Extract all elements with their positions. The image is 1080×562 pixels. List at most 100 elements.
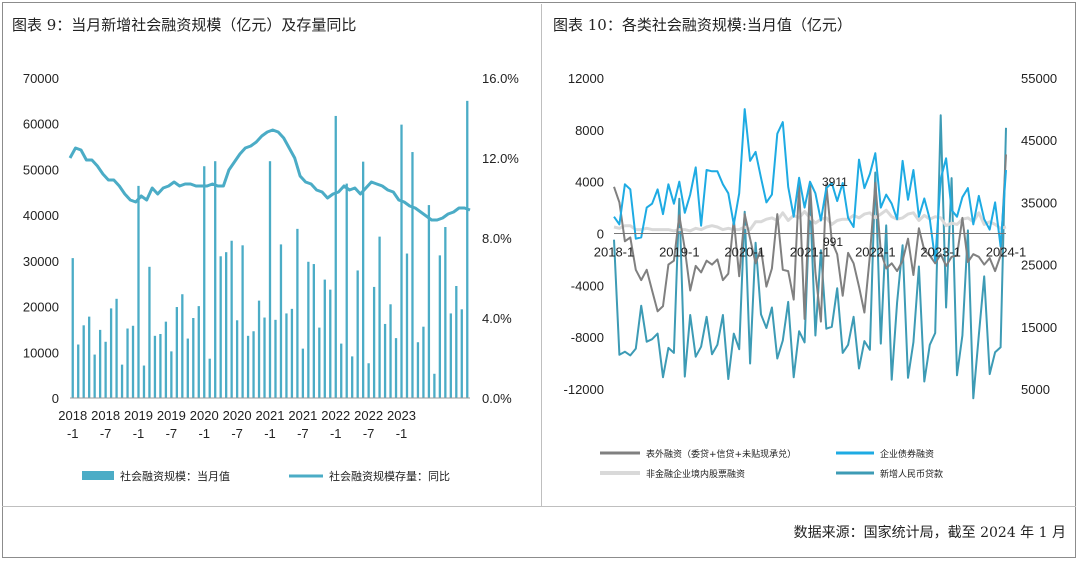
bar	[98, 329, 102, 398]
y-left-tick-label: 0	[597, 227, 604, 242]
legend-label-3: 新增人民币贷款	[880, 468, 943, 480]
y-left-tick-label: -4000	[571, 278, 604, 293]
bar	[126, 328, 129, 398]
x-tick-label: 2022	[354, 408, 383, 423]
bar	[131, 325, 135, 398]
source-note: 数据来源：国家统计局，截至 2024 年 1 月	[793, 525, 1066, 541]
y-right-tick-label: 45000	[1021, 133, 1057, 148]
bar	[411, 152, 414, 398]
bar	[175, 307, 178, 398]
bar	[449, 313, 452, 398]
y-right-tick-label: 0.0%	[482, 391, 512, 406]
bar	[109, 308, 113, 398]
x-tick-label: 2018	[58, 408, 87, 423]
y-left-tick-label: 40000	[23, 208, 59, 223]
x-tick-label: 2018-1	[594, 245, 634, 260]
y-right-tick-label: 15000	[1021, 320, 1057, 335]
bar	[372, 286, 376, 398]
annotation-value: 3911	[822, 175, 848, 189]
bar	[88, 316, 91, 398]
legend-label-2: 非金融企业境内股票融资	[646, 468, 745, 480]
bar	[268, 161, 272, 398]
bar	[296, 228, 299, 398]
bar	[460, 309, 463, 398]
bar	[422, 326, 425, 398]
x-tick-label: 2019	[157, 408, 186, 423]
annotation-value: 991	[823, 235, 843, 249]
bar	[197, 306, 200, 398]
legend-label-bar: 社会融资规模：当月值	[120, 469, 230, 483]
bar	[367, 363, 370, 398]
x-tick-label: 2020	[223, 408, 252, 423]
bar	[225, 252, 228, 398]
bar	[104, 341, 107, 398]
bar	[290, 308, 294, 398]
bar	[323, 279, 326, 398]
bar	[345, 183, 348, 398]
bar	[466, 100, 469, 398]
bar	[235, 320, 239, 398]
bar	[93, 354, 96, 398]
bar	[257, 300, 261, 398]
legend-label-0: 表外融资（委贷+信贷+未贴现承兑）	[646, 448, 796, 460]
y-left-tick-label: 30000	[23, 254, 59, 269]
bar	[208, 358, 211, 398]
bar	[192, 318, 195, 398]
legend-label-line: 社会融资规模存量：同比	[329, 469, 450, 483]
y-left-tick-label: 10000	[23, 345, 59, 360]
bar	[301, 348, 305, 398]
x-tick-label: 2023-1	[920, 245, 960, 260]
x-tick-label: -1	[330, 426, 342, 441]
bar	[307, 261, 310, 398]
bar	[356, 270, 359, 398]
x-tick-label: 2021	[256, 408, 285, 423]
x-tick-label: 2024-1	[986, 245, 1026, 260]
x-tick-label: 2021-1	[790, 245, 830, 260]
bar	[334, 115, 337, 398]
chart-title-right: 图表 10：各类社会融资规模:当月值（亿元）	[553, 16, 852, 34]
x-tick-label: 2022-1	[855, 245, 895, 260]
x-tick-label: 2023	[387, 408, 416, 423]
x-tick-label: -1	[198, 426, 210, 441]
bar	[115, 298, 118, 398]
y-left-tick-label: 70000	[23, 71, 59, 86]
bar	[164, 321, 168, 398]
y-right-tick-label: 12.0%	[482, 151, 519, 166]
chart-title-left: 图表 9：当月新增社会融资规模（亿元）及存量同比	[12, 16, 357, 34]
bar	[362, 161, 365, 398]
x-tick-label: -7	[100, 426, 112, 441]
x-tick-label: 2019-1	[659, 245, 699, 260]
x-tick-label: 2020-1	[724, 245, 764, 260]
series-line-2	[613, 208, 1007, 233]
bar	[137, 185, 140, 398]
bar	[263, 317, 266, 398]
bar	[159, 334, 162, 398]
bar	[214, 161, 217, 398]
x-tick-label: -1	[396, 426, 408, 441]
bar	[427, 205, 431, 398]
y-right-tick-label: 8.0%	[482, 231, 512, 246]
y-left-tick-label: 12000	[568, 71, 604, 86]
bar	[148, 266, 151, 398]
y-right-tick-label: 4.0%	[482, 311, 512, 326]
bar	[340, 343, 343, 398]
bar	[219, 256, 222, 398]
bar	[71, 258, 74, 398]
bar	[394, 338, 398, 398]
bar	[170, 351, 173, 398]
bar	[416, 342, 420, 398]
y-left-tick-label: 4000	[575, 175, 604, 190]
bar	[383, 323, 387, 398]
series-line-1	[613, 108, 1007, 262]
bar	[252, 331, 255, 398]
bar	[351, 356, 354, 398]
bar	[279, 244, 283, 398]
y-right-tick-label: 5000	[1021, 382, 1050, 397]
bar	[329, 289, 332, 398]
bar	[82, 325, 85, 398]
bar	[455, 286, 458, 398]
legend-swatch-bar	[82, 471, 114, 480]
x-tick-label: -1	[264, 426, 276, 441]
x-tick-label: -7	[166, 426, 178, 441]
